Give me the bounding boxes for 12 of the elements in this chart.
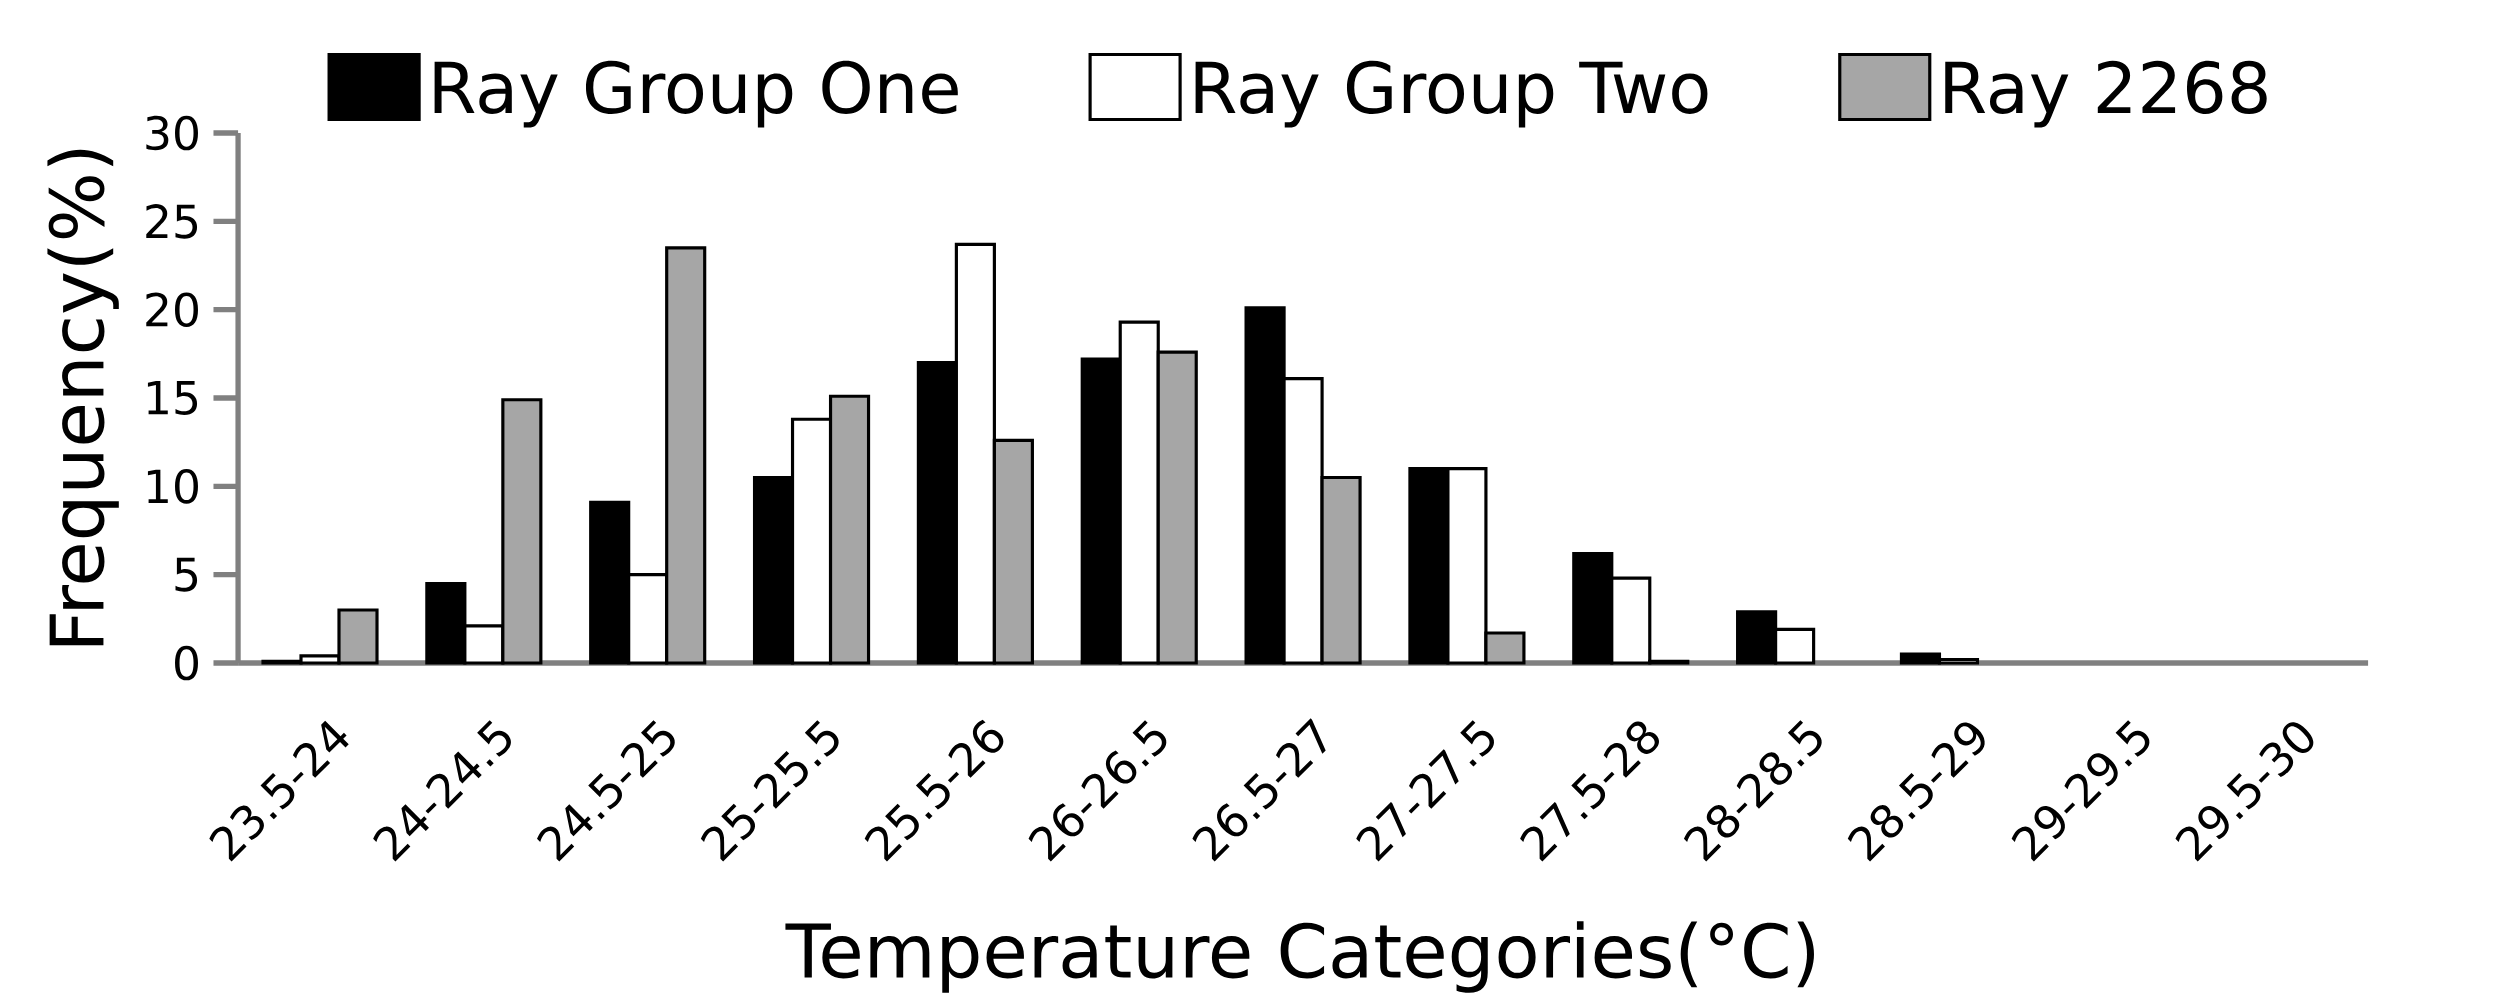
y-tick-label: 20 [146, 292, 198, 327]
y-tick-label: 0 [175, 645, 198, 681]
legend-label: Ray 2268 [1945, 60, 2267, 128]
y-tick-label: 25 [146, 204, 198, 239]
y-tick-label: 15 [147, 381, 198, 415]
x-axis-title: Temperature Categories(°C) [785, 921, 1814, 993]
y-tick-label: 10 [147, 469, 198, 504]
legend-label: Ray Group One [434, 60, 958, 128]
y-tick-label: 5 [175, 557, 198, 592]
y-axis-title: Frequency(%) [47, 149, 119, 646]
y-tick-label: 30 [146, 115, 198, 151]
legend-label: Ray Group Two [1195, 60, 1708, 128]
